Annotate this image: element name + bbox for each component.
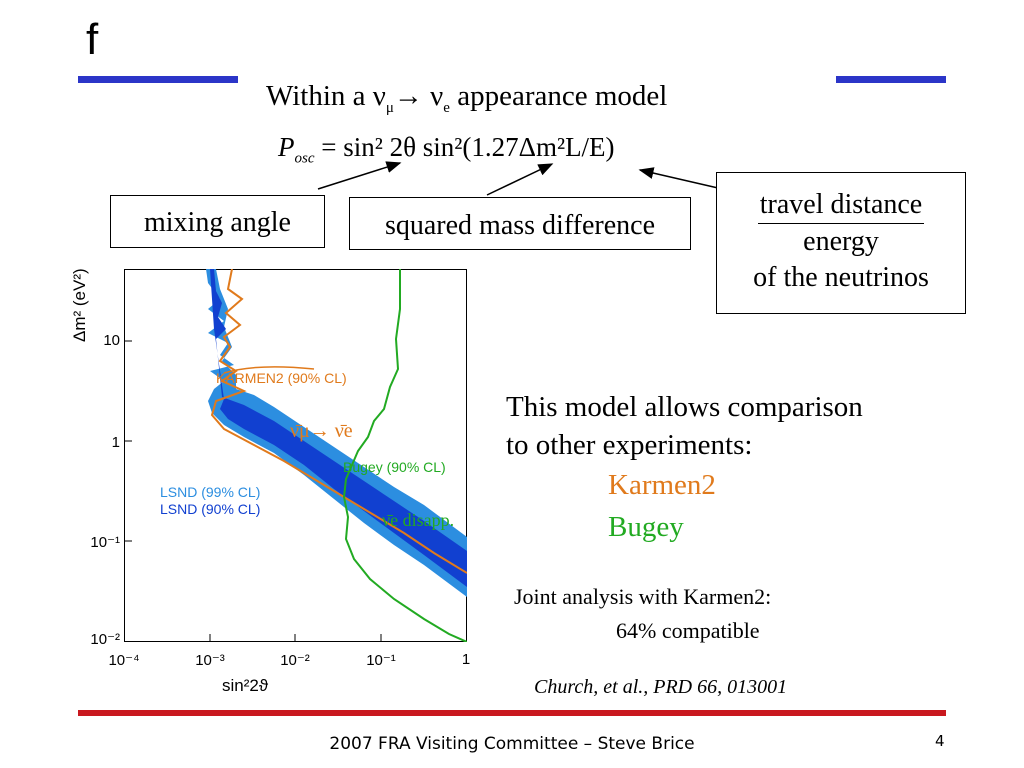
header-rule-right <box>836 76 946 83</box>
header-rule-left <box>78 76 238 83</box>
lsnd-90-region <box>210 269 467 587</box>
karmen2-text: Karmen2 <box>608 469 716 501</box>
x-tick: 10⁻² <box>280 652 310 669</box>
footer-text: 2007 FRA Visiting Committee – Steve Bric… <box>329 734 695 754</box>
exclusion-plot <box>124 269 467 642</box>
slide-title: f <box>86 15 99 64</box>
distance-energy-box: travel distance energy of the neutrinos <box>716 172 966 314</box>
neutrinos-label: of the neutrinos <box>753 262 929 293</box>
joint-analysis-line-1: Joint analysis with Karmen2: <box>514 584 772 609</box>
plot-ticks <box>124 340 382 642</box>
x-tick: 10⁻¹ <box>366 652 396 669</box>
channel-plot-label: ν̄μ→ ν̄e <box>290 420 353 442</box>
oscillation-formula: Posc = sin² 2θ sin²(1.27Δm²L/E) <box>278 132 615 167</box>
comparison-line-1: This model allows comparison <box>506 391 863 423</box>
bugey-text: Bugey <box>608 511 684 543</box>
distance-label: travel distance <box>757 187 925 224</box>
x-tick: 10⁻³ <box>195 652 225 669</box>
energy-label: energy <box>803 226 879 257</box>
bugey-curve <box>342 269 467 642</box>
bugey-plot-label: Bugey (90% CL) <box>343 459 446 475</box>
disapp-plot-label: ν̄e disapp. <box>382 510 455 530</box>
x-tick: 1 <box>461 651 471 668</box>
y-tick: 10⁻¹ <box>90 534 120 551</box>
plot-y-axis-label: Δm² (eV²) <box>70 268 89 342</box>
slide-subtitle: Within a νμ→ νe appearance model <box>266 80 668 116</box>
comparison-line-2: to other experiments: <box>506 429 753 461</box>
citation: Church, et al., PRD 66, 013001 <box>534 676 788 698</box>
footer-rule <box>78 710 946 716</box>
y-tick: 1 <box>111 434 120 451</box>
mass-difference-box: squared mass difference <box>349 197 691 250</box>
x-tick: 10⁻⁴ <box>108 652 140 669</box>
karmen2-plot-label: KARMEN2 (90% CL) <box>216 370 347 386</box>
page-number: 4 <box>935 732 945 750</box>
karmen2-label-bracket <box>223 366 315 374</box>
y-tick: 10 <box>103 332 120 349</box>
mixing-angle-box: mixing angle <box>110 195 325 248</box>
lsnd-90-plot-label: LSND (90% CL) <box>160 501 261 517</box>
y-tick: 10⁻² <box>90 631 120 648</box>
plot-x-axis-label: sin²2ϑ <box>222 676 269 695</box>
karmen2-curve <box>210 269 467 574</box>
lsnd-99-plot-label: LSND (99% CL) <box>160 484 261 500</box>
joint-analysis-line-2: 64% compatible <box>616 618 760 643</box>
